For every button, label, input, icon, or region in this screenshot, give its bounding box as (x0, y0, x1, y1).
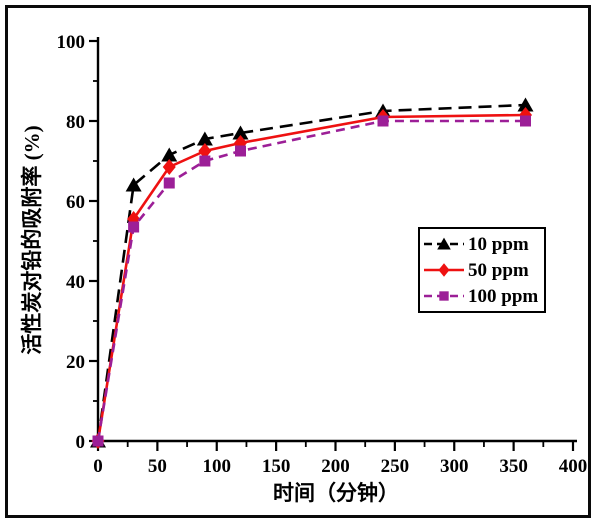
square-marker-icon (377, 115, 389, 127)
y-tick-label: 60 (66, 192, 85, 213)
legend-box: 10 ppm 50 ppm 100 ppm (418, 227, 546, 313)
x-tick-label: 150 (262, 456, 291, 477)
x-tick-label: 50 (148, 456, 167, 477)
diamond-marker-icon (438, 263, 450, 277)
y-tick-label: 0 (76, 432, 86, 453)
x-tick-label: 400 (559, 456, 588, 477)
triangle-marker-icon (196, 131, 213, 146)
x-tick-label: 200 (321, 456, 350, 477)
y-tick-label: 40 (66, 272, 85, 293)
legend-marker-diamond-icon (424, 263, 464, 277)
triangle-marker-icon (437, 237, 451, 250)
y-axis-title: 活性炭对铅的吸附率 (%) (20, 125, 44, 355)
triangle-marker-icon (232, 125, 249, 140)
legend-item-100ppm: 100 ppm (423, 287, 541, 306)
legend-marker-square-icon (424, 291, 464, 301)
diamond-marker-icon (162, 159, 176, 175)
legend-item-10ppm: 10 ppm (423, 235, 541, 254)
x-tick-label: 250 (381, 456, 410, 477)
x-axis-title: 时间（分钟） (273, 481, 399, 505)
square-marker-icon (520, 115, 531, 127)
legend-label: 50 ppm (468, 259, 529, 281)
diamond-marker-icon (198, 143, 212, 159)
y-tick-label: 100 (57, 32, 86, 53)
square-marker-icon (199, 155, 211, 167)
x-tick-label: 100 (203, 456, 232, 477)
y-tick-label: 80 (66, 112, 85, 133)
series-100-ppm (92, 115, 531, 447)
square-marker-icon (128, 221, 140, 233)
x-tick-label: 0 (93, 456, 103, 477)
y-tick-label: 20 (66, 352, 85, 373)
x-axis-ticks: 0 50 100 150 200 250 300 350 400 (93, 442, 587, 477)
legend-item-50ppm: 50 ppm (423, 261, 541, 280)
square-marker-icon (439, 291, 449, 301)
legend-label: 100 ppm (468, 285, 539, 307)
x-tick-label: 300 (440, 456, 469, 477)
square-marker-icon (92, 435, 104, 447)
legend-marker-triangle-icon (424, 237, 464, 250)
triangle-marker-icon (125, 177, 142, 192)
legend-label: 10 ppm (468, 233, 529, 255)
square-marker-icon (235, 145, 246, 157)
x-tick-label: 350 (499, 456, 528, 477)
y-axis-ticks: 0 20 40 60 80 100 (57, 32, 97, 453)
triangle-marker-icon (161, 147, 178, 162)
square-marker-icon (163, 177, 175, 189)
triangle-marker-icon (517, 97, 534, 112)
